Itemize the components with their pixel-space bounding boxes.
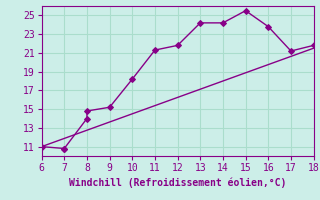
X-axis label: Windchill (Refroidissement éolien,°C): Windchill (Refroidissement éolien,°C)	[69, 177, 286, 188]
